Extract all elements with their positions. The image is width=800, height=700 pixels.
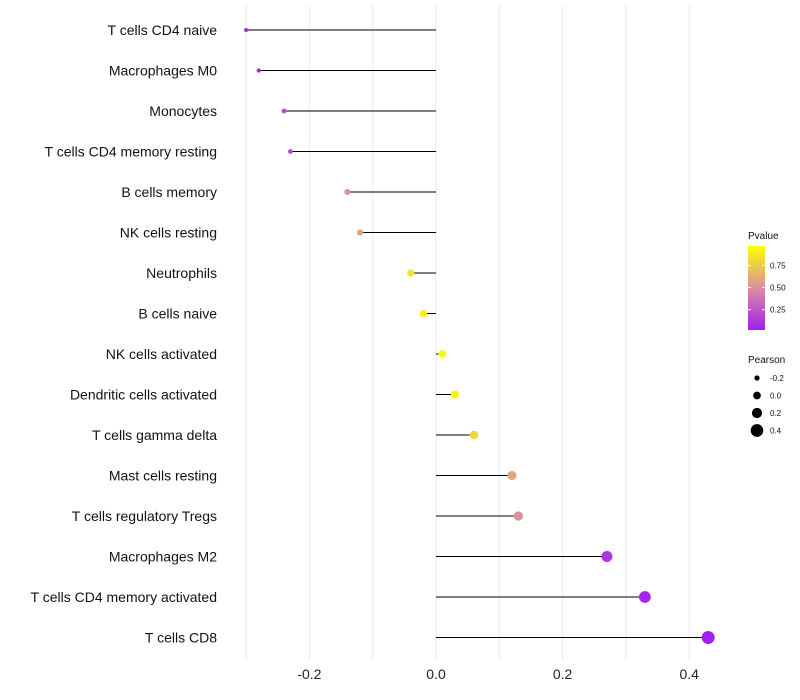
data-point xyxy=(419,309,428,318)
pearson-legend-dot xyxy=(754,375,760,381)
y-axis-label: Mast cells resting xyxy=(109,468,217,484)
grid-lines xyxy=(245,5,690,660)
data-point xyxy=(438,350,447,358)
data-point xyxy=(287,149,293,154)
data-point xyxy=(507,470,517,481)
x-axis-tick-label: 0.2 xyxy=(553,666,573,682)
y-axis-labels: T cells CD4 naive Macrophages M0 Monocytes… xyxy=(31,22,218,646)
y-axis-label: Dendritic cells activated xyxy=(70,387,217,403)
y-axis-label: Macrophages M2 xyxy=(109,549,217,565)
y-axis-label: T cells CD4 naive xyxy=(108,22,218,38)
y-axis-label: B cells naive xyxy=(138,306,217,322)
pvalue-legend-title: Pvalue xyxy=(748,231,779,242)
y-axis-label: Neutrophils xyxy=(146,265,217,281)
points xyxy=(244,28,715,644)
pearson-legend-dot xyxy=(753,391,761,400)
data-point xyxy=(601,550,613,563)
y-axis-label: Monocytes xyxy=(149,103,217,119)
x-axis-tick-label: -0.2 xyxy=(297,666,321,682)
pearson-legend-dot xyxy=(751,407,763,419)
y-axis-label: T cells CD4 memory resting xyxy=(45,144,217,160)
y-axis-label: T cells CD4 memory activated xyxy=(31,589,217,605)
pearson-legend-label: -0.2 xyxy=(770,374,784,383)
pvalue-tick-label: 0.25 xyxy=(770,306,786,315)
pearson-legend-label: 0.4 xyxy=(770,427,782,436)
y-axis-label: Macrophages M0 xyxy=(109,63,217,79)
y-axis-label: T cells gamma delta xyxy=(92,427,217,443)
y-axis-label: T cells CD8 xyxy=(145,630,217,646)
stems xyxy=(246,29,709,638)
pvalue-colorbar xyxy=(748,246,765,330)
data-point xyxy=(281,108,287,114)
y-axis-label: NK cells activated xyxy=(106,346,217,362)
data-point xyxy=(356,229,364,236)
pearson-legend-label: 0.0 xyxy=(770,392,782,401)
data-point xyxy=(407,269,415,277)
pearson-legend-dot xyxy=(750,424,764,437)
pearson-legend-title: Pearson xyxy=(748,355,785,366)
data-point xyxy=(513,511,523,521)
y-axis-label: B cells memory xyxy=(121,184,217,200)
data-point xyxy=(344,189,351,195)
y-axis-label: NK cells resting xyxy=(120,225,217,241)
x-axis-tick-label: 0.0 xyxy=(426,666,446,682)
data-point xyxy=(450,390,460,399)
pvalue-tick-label: 0.75 xyxy=(770,261,786,270)
x-axis-tick-label: 0.4 xyxy=(679,666,699,682)
data-point xyxy=(639,591,651,603)
pvalue-legend: Pvalue 0.25 0.50 0.75 xyxy=(748,231,786,330)
data-point xyxy=(701,631,715,644)
data-point xyxy=(469,430,479,440)
pvalue-tick-label: 0.50 xyxy=(770,284,786,293)
pearson-legend: Pearson -0.2 0.0 0.2 0.4 xyxy=(748,355,785,437)
data-point xyxy=(244,28,249,32)
pearson-legend-label: 0.2 xyxy=(770,409,782,418)
y-axis-label: T cells regulatory Tregs xyxy=(72,508,217,524)
data-point xyxy=(256,68,261,73)
x-axis-tick-labels: -0.2 0.0 0.2 0.4 xyxy=(297,666,699,682)
